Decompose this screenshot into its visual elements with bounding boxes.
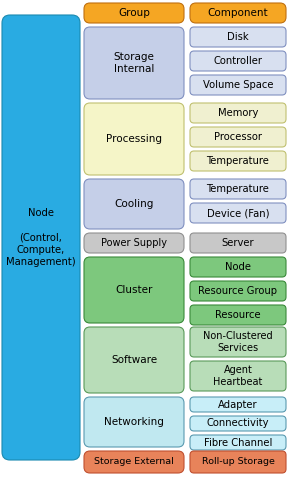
FancyBboxPatch shape [84,103,184,175]
FancyBboxPatch shape [190,127,286,147]
FancyBboxPatch shape [190,416,286,431]
Text: Temperature: Temperature [206,156,269,166]
FancyBboxPatch shape [84,257,184,323]
Text: Cluster: Cluster [115,285,153,295]
Text: Storage
Internal: Storage Internal [114,52,155,74]
FancyBboxPatch shape [84,3,184,23]
FancyBboxPatch shape [84,451,184,473]
Text: Connectivity: Connectivity [207,419,269,429]
Text: Processor: Processor [214,132,262,142]
Text: Volume Space: Volume Space [203,80,273,90]
FancyBboxPatch shape [190,103,286,123]
Text: Storage External: Storage External [94,457,174,467]
Text: Device (Fan): Device (Fan) [207,208,269,218]
FancyBboxPatch shape [190,327,286,357]
Text: Temperature: Temperature [206,184,269,194]
Text: Resource Group: Resource Group [198,286,278,296]
Text: Memory: Memory [218,108,258,118]
FancyBboxPatch shape [190,257,286,277]
FancyBboxPatch shape [84,233,184,253]
FancyBboxPatch shape [190,451,286,473]
Text: Networking: Networking [104,417,164,427]
Text: Adapter: Adapter [218,399,258,410]
Text: Processing: Processing [106,134,162,144]
Text: Non-Clustered
Services: Non-Clustered Services [203,331,273,353]
Text: Disk: Disk [227,32,249,42]
FancyBboxPatch shape [190,51,286,71]
Text: Node

(Control,
Compute,
Management): Node (Control, Compute, Management) [6,208,76,267]
Text: Fibre Channel: Fibre Channel [204,437,272,447]
FancyBboxPatch shape [84,327,184,393]
FancyBboxPatch shape [190,3,286,23]
FancyBboxPatch shape [190,281,286,301]
FancyBboxPatch shape [190,233,286,253]
Text: Node: Node [225,262,251,272]
Text: Component: Component [208,8,268,18]
FancyBboxPatch shape [190,305,286,325]
Text: Group: Group [118,8,150,18]
FancyBboxPatch shape [190,203,286,223]
FancyBboxPatch shape [190,397,286,412]
Text: Cooling: Cooling [114,199,154,209]
FancyBboxPatch shape [84,27,184,99]
FancyBboxPatch shape [190,179,286,199]
FancyBboxPatch shape [190,27,286,47]
Text: Server: Server [222,238,254,248]
Text: Agent
Heartbeat: Agent Heartbeat [213,365,263,387]
FancyBboxPatch shape [190,361,286,391]
Text: Resource: Resource [215,310,261,320]
Text: Power Supply: Power Supply [101,238,167,248]
Text: Software: Software [111,355,157,365]
FancyBboxPatch shape [190,75,286,95]
FancyBboxPatch shape [190,435,286,450]
FancyBboxPatch shape [2,15,80,460]
Text: Roll-up Storage: Roll-up Storage [202,457,274,467]
FancyBboxPatch shape [84,179,184,229]
FancyBboxPatch shape [84,397,184,447]
FancyBboxPatch shape [190,151,286,171]
Text: Controller: Controller [213,56,262,66]
